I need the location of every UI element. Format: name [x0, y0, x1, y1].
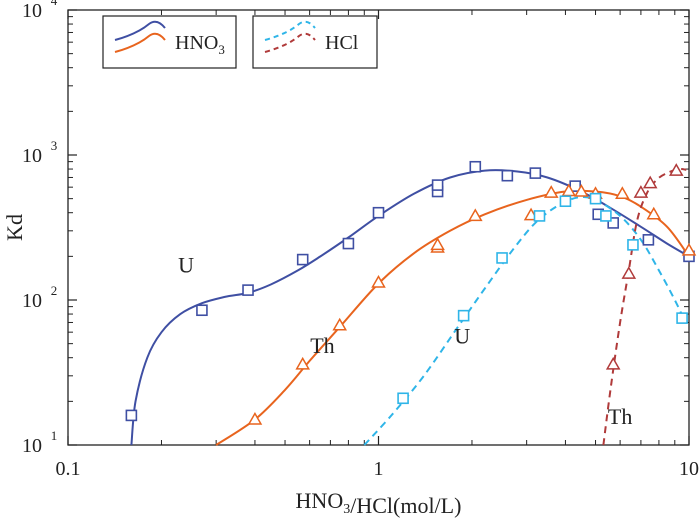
data-point-triangle: [371, 275, 386, 288]
data-point-square: [627, 239, 639, 251]
data-point-square: [676, 312, 688, 324]
legend-box: [252, 15, 378, 69]
y-tick-label: 10: [22, 435, 42, 457]
curve-annotation: U: [454, 324, 470, 349]
x-tick-label: 1: [374, 458, 384, 480]
legend-box: [102, 15, 237, 69]
legend-label: HCl: [325, 32, 359, 54]
legend: HNO3 HCl: [102, 15, 378, 69]
series-line-u-hno3: [130, 169, 690, 446]
data-point-triangle: [642, 175, 658, 189]
data-point-square: [457, 309, 470, 322]
legend-label: HNO3: [175, 32, 225, 57]
data-point-triangle: [646, 206, 662, 220]
legend-swatch-th: [114, 32, 166, 53]
data-point-square: [496, 252, 508, 264]
data-point-square: [559, 195, 572, 208]
data-point-triangle: [295, 356, 310, 370]
data-point-triangle: [247, 411, 263, 425]
data-point-square: [372, 206, 385, 219]
y-tick-exponent: 4: [51, 0, 58, 8]
data-point-square: [196, 304, 208, 317]
data-point-square: [600, 210, 612, 222]
curve-annotation: Th: [310, 333, 334, 358]
data-point-square: [607, 217, 619, 229]
data-point-square: [469, 160, 482, 173]
data-point-square: [125, 409, 138, 422]
data-point-triangle: [543, 185, 559, 198]
series-line-u-hcl: [363, 195, 685, 446]
y-tick-label: 10: [22, 290, 42, 312]
data-point-triangle: [468, 208, 483, 222]
data-point-square: [397, 392, 409, 405]
data-point-square: [533, 210, 546, 222]
data-point-triangle: [605, 356, 621, 370]
series-line-th-hno3: [215, 189, 690, 446]
plot-frame: [67, 9, 690, 446]
data-point-square: [501, 169, 514, 182]
y-axis-title: Kd: [2, 214, 27, 241]
annotations: U Th U Th: [178, 252, 632, 428]
y-tick-label: 10: [22, 145, 42, 167]
y-tick-exponent: 3: [51, 138, 58, 153]
data-point-square: [529, 167, 542, 179]
data-point-triangle: [668, 163, 684, 176]
data-point-square: [342, 237, 355, 250]
x-tick-label: 0.1: [56, 458, 81, 480]
series-markers: [125, 160, 697, 425]
curve-annotation: Th: [608, 404, 632, 429]
x-tick-label: 10: [679, 458, 699, 480]
axis-ticks: 0.1 1 10 10 1 10 2 10 3 10 4: [22, 0, 699, 480]
data-point-triangle: [621, 266, 637, 279]
data-point-triangle: [332, 317, 347, 331]
legend-swatch-u: [264, 20, 316, 41]
y-tick-exponent: 1: [51, 428, 58, 443]
data-point-square: [242, 284, 254, 296]
data-point-square: [431, 179, 444, 191]
legend-swatch-th: [264, 32, 316, 53]
data-point-triangle: [615, 186, 630, 200]
x-axis-title: HNO3/HCl(mol/L): [296, 488, 462, 518]
data-point-square: [642, 234, 655, 246]
curve-annotation: U: [178, 252, 194, 277]
data-point-triangle: [430, 237, 445, 251]
data-point-square: [589, 192, 602, 205]
y-tick-label: 10: [22, 0, 42, 22]
y-tick-exponent: 2: [51, 283, 58, 298]
data-point-triangle: [574, 184, 589, 197]
data-point-square: [296, 253, 309, 266]
data-point-triangle: [633, 185, 649, 198]
legend-swatch-u: [114, 20, 166, 41]
data-point-triangle: [681, 242, 697, 256]
